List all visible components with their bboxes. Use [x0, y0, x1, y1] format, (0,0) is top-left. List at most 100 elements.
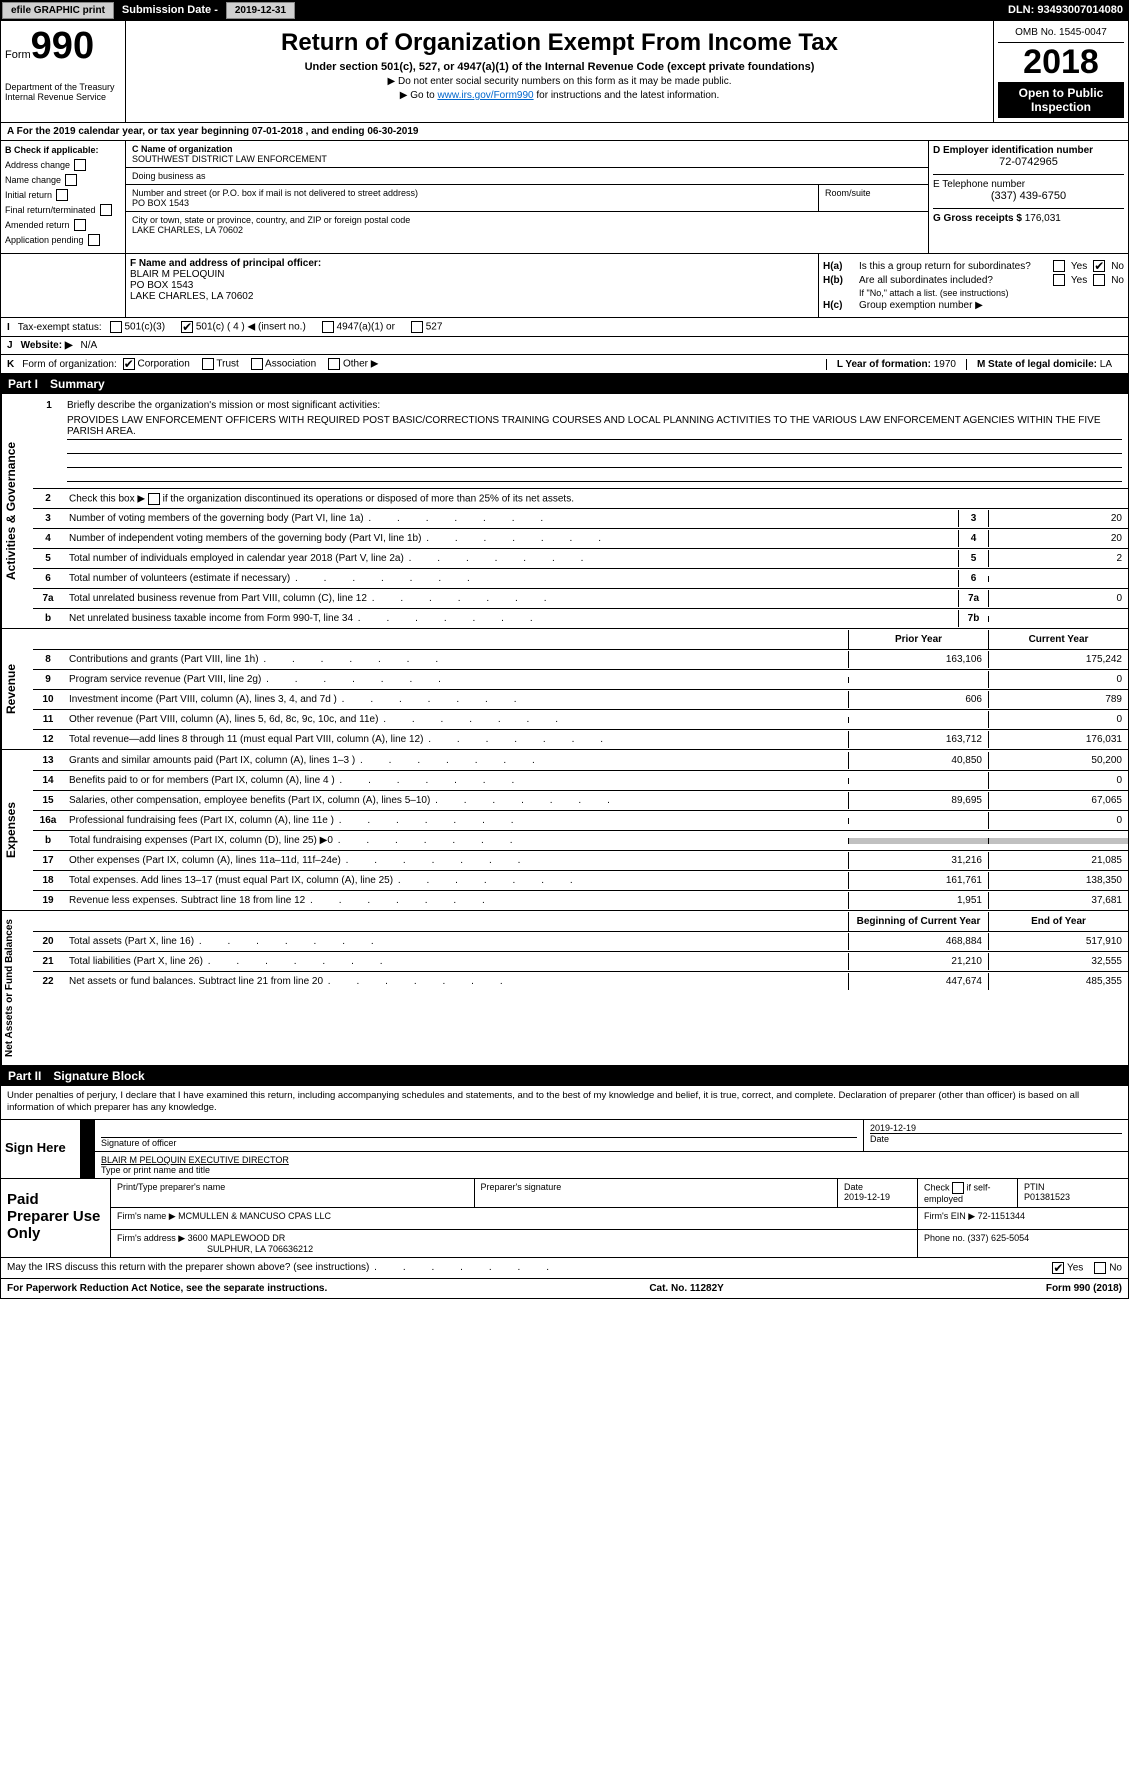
cb-501c[interactable]: [181, 321, 193, 333]
cb-discuss-yes[interactable]: [1052, 1262, 1064, 1274]
cb-name-change[interactable]: [65, 174, 77, 186]
cb-hb-no[interactable]: [1093, 274, 1105, 286]
discuss-line: May the IRS discuss this return with the…: [0, 1258, 1129, 1279]
city-value: LAKE CHARLES, LA 70602: [132, 225, 922, 235]
street-label: Number and street (or P.O. box if mail i…: [132, 188, 812, 198]
form-ref: Form 990 (2018): [1046, 1283, 1122, 1294]
header-right: OMB No. 1545-0047 2018 Open to Public In…: [993, 21, 1128, 122]
cb-other[interactable]: [328, 358, 340, 370]
line-b: b Total fundraising expenses (Part IX, c…: [33, 830, 1128, 850]
paperwork-notice: For Paperwork Reduction Act Notice, see …: [7, 1283, 327, 1294]
cb-discuss-no[interactable]: [1094, 1262, 1106, 1274]
cb-ha-no[interactable]: [1093, 260, 1105, 272]
firm-address: 3600 MAPLEWOOD DR: [188, 1233, 286, 1243]
officer-name: BLAIR M PELOQUIN EXECUTIVE DIRECTOR: [101, 1155, 1122, 1165]
open-public-badge: Open to Public Inspection: [998, 82, 1124, 118]
cb-discontinued[interactable]: [148, 493, 160, 505]
mission-text: PROVIDES LAW ENFORCEMENT OFFICERS WITH R…: [67, 413, 1122, 440]
activities-label: Activities & Governance: [1, 394, 33, 628]
block-bcd: B Check if applicable: Address change Na…: [0, 141, 1129, 254]
prep-name-label: Print/Type preparer's name: [111, 1179, 475, 1207]
dept-treasury: Department of the Treasury: [5, 82, 121, 92]
cb-4947[interactable]: [322, 321, 334, 333]
line-16a: 16a Professional fundraising fees (Part …: [33, 810, 1128, 830]
gross-value: 176,031: [1025, 213, 1061, 224]
dba-label: Doing business as: [132, 171, 922, 181]
part-ii-header: Part II Signature Block: [0, 1066, 1129, 1086]
cb-assoc[interactable]: [251, 358, 263, 370]
col-d-ein: D Employer identification number 72-0742…: [928, 141, 1128, 253]
cb-ha-yes[interactable]: [1053, 260, 1065, 272]
line-20: 20 Total assets (Part X, line 16) 468,88…: [33, 931, 1128, 951]
efile-button[interactable]: efile GRAPHIC print: [2, 2, 114, 19]
group-return: H(a) Is this a group return for subordin…: [818, 254, 1128, 317]
footer: For Paperwork Reduction Act Notice, see …: [0, 1279, 1129, 1299]
penalty-statement: Under penalties of perjury, I declare th…: [0, 1086, 1129, 1120]
col-prior-year: Prior Year: [848, 630, 988, 649]
line-15: 15 Salaries, other compensation, employe…: [33, 790, 1128, 810]
phone-label: E Telephone number: [933, 179, 1124, 190]
line-21: 21 Total liabilities (Part X, line 26) 2…: [33, 951, 1128, 971]
line-10: 10 Investment income (Part VIII, column …: [33, 689, 1128, 709]
cb-corp[interactable]: [123, 358, 135, 370]
cb-trust[interactable]: [202, 358, 214, 370]
col-current-year: Current Year: [988, 630, 1128, 649]
cb-final-return[interactable]: [100, 204, 112, 216]
line-11: 11 Other revenue (Part VIII, column (A),…: [33, 709, 1128, 729]
firm-name: MCMULLEN & MANCUSO CPAS LLC: [178, 1211, 331, 1221]
firm-city: SULPHUR, LA 706636212: [117, 1244, 911, 1254]
line-7a: 7a Total unrelated business revenue from…: [33, 588, 1128, 608]
section-activities: Activities & Governance 1 Briefly descri…: [0, 394, 1129, 629]
header-left: Form990 Department of the Treasury Inter…: [1, 21, 126, 122]
paid-preparer-block: Paid Preparer Use Only Print/Type prepar…: [0, 1179, 1129, 1258]
cb-amended[interactable]: [74, 219, 86, 231]
section-net-assets: Net Assets or Fund Balances Beginning of…: [0, 911, 1129, 1066]
col-beginning: Beginning of Current Year: [848, 912, 988, 931]
cb-self-employed[interactable]: [952, 1182, 964, 1194]
cat-no: Cat. No. 11282Y: [649, 1283, 723, 1294]
dln: DLN: 93493007014080: [1008, 4, 1129, 16]
part-i-header: Part I Summary: [0, 374, 1129, 394]
line-9: 9 Program service revenue (Part VIII, li…: [33, 669, 1128, 689]
submission-label: Submission Date -: [116, 4, 224, 16]
irs-link[interactable]: www.irs.gov/Form990: [437, 90, 533, 101]
line-5: 5 Total number of individuals employed i…: [33, 548, 1128, 568]
line-18: 18 Total expenses. Add lines 13–17 (must…: [33, 870, 1128, 890]
cb-pending[interactable]: [88, 234, 100, 246]
city-label: City or town, state or province, country…: [132, 215, 922, 225]
cb-501c3[interactable]: [110, 321, 122, 333]
line-2-desc: Check this box ▶ if the organization dis…: [63, 490, 1128, 508]
col-b-title: B Check if applicable:: [5, 145, 121, 155]
paid-preparer-label: Paid Preparer Use Only: [1, 1179, 111, 1257]
principal-officer: F Name and address of principal officer:…: [126, 254, 818, 317]
revenue-label: Revenue: [1, 629, 33, 749]
expenses-label: Expenses: [1, 750, 33, 910]
cb-address-change[interactable]: [74, 159, 86, 171]
top-bar: efile GRAPHIC print Submission Date - 20…: [0, 0, 1129, 20]
col-c-org-info: C Name of organization SOUTHWEST DISTRIC…: [126, 141, 928, 253]
row-a-tax-year: A For the 2019 calendar year, or tax yea…: [0, 123, 1129, 141]
street-value: PO BOX 1543: [132, 198, 812, 208]
subtitle: Under section 501(c), 527, or 4947(a)(1)…: [130, 61, 989, 73]
sign-arrow-icon: [81, 1120, 95, 1151]
line-22: 22 Net assets or fund balances. Subtract…: [33, 971, 1128, 991]
cb-initial-return[interactable]: [56, 189, 68, 201]
form-header: Form990 Department of the Treasury Inter…: [0, 20, 1129, 123]
form-word: Form: [5, 49, 31, 61]
mission-block: 1 Briefly describe the organization's mi…: [33, 394, 1128, 488]
fh-spacer: [1, 254, 126, 317]
irs-label: Internal Revenue Service: [5, 92, 121, 102]
instr-2: ▶ Go to www.irs.gov/Form990 for instruct…: [130, 90, 989, 101]
block-fh: F Name and address of principal officer:…: [0, 254, 1129, 318]
header-center: Return of Organization Exempt From Incom…: [126, 21, 993, 122]
cb-hb-yes[interactable]: [1053, 274, 1065, 286]
sign-date: 2019-12-19: [870, 1123, 1122, 1133]
ptin-value: P01381523: [1024, 1192, 1122, 1202]
ein-label: D Employer identification number: [933, 145, 1124, 156]
col-end: End of Year: [988, 912, 1128, 931]
line-19: 19 Revenue less expenses. Subtract line …: [33, 890, 1128, 910]
cb-527[interactable]: [411, 321, 423, 333]
line-8: 8 Contributions and grants (Part VIII, l…: [33, 649, 1128, 669]
phone-value: (337) 439-6750: [933, 190, 1124, 202]
room-suite: Room/suite: [818, 185, 928, 211]
